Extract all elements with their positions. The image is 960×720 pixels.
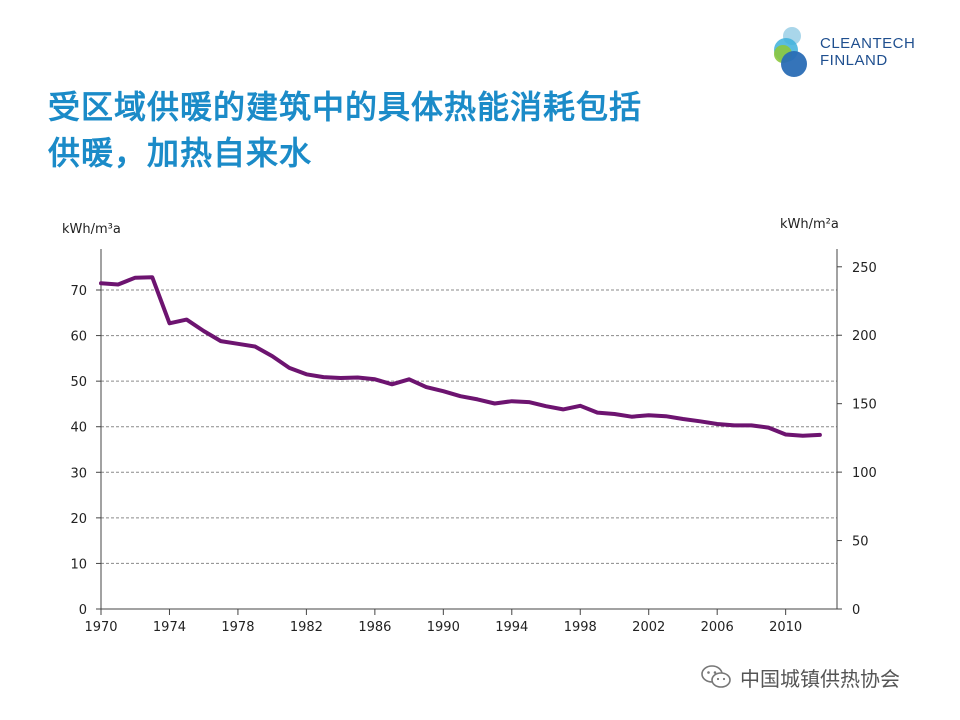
x-tick-1990: 1990 [427, 620, 460, 635]
y-right-tick-150: 150 [852, 398, 877, 413]
watermark-text: 中国城镇供热协会 [740, 666, 900, 691]
y-left-tick-20: 20 [70, 512, 87, 527]
y-right-tick-250: 250 [852, 261, 877, 276]
x-tick-1982: 1982 [290, 620, 323, 635]
axes [96, 249, 842, 615]
slide-title-line-2: 供暖，加热自来水 [48, 134, 313, 172]
x-tick-1970: 1970 [84, 620, 117, 635]
y-unit-left: kWh/m³a [62, 222, 121, 237]
slide-title: 受区域供暖的建筑中的具体热能消耗包括 供暖，加热自来水 [48, 84, 642, 176]
cleantech-finland-logo: CLEANTECH FINLAND [770, 26, 940, 82]
x-tick-1998: 1998 [564, 620, 597, 635]
y-right-tick-100: 100 [852, 466, 877, 481]
x-tick-1974: 1974 [153, 620, 186, 635]
y-left-tick-60: 60 [70, 330, 87, 345]
x-tick-2002: 2002 [632, 620, 665, 635]
watermark: 中国城镇供热协会 [700, 662, 900, 692]
logo-text-line-1: CLEANTECH [820, 35, 916, 52]
logo-text: CLEANTECH FINLAND [820, 35, 915, 69]
x-tick-1978: 1978 [221, 620, 254, 635]
series-layer [99, 275, 822, 438]
tick-labels: 0 10 20 30 40 50 60 70 0 50 100 150 200 250 1970 1974 19… [70, 261, 876, 635]
wechat-icon [701, 665, 731, 688]
x-tick-1986: 1986 [358, 620, 391, 635]
logo-circles-icon [774, 27, 807, 77]
x-tick-2010: 2010 [769, 620, 802, 635]
y-right-tick-200: 200 [852, 329, 877, 344]
logo-text-line-2: FINLAND [820, 52, 888, 69]
y-left-tick-10: 10 [70, 557, 87, 572]
y-right-tick-0: 0 [852, 603, 860, 618]
grid-lines [101, 289, 837, 564]
slide-title-line-1: 受区域供暖的建筑中的具体热能消耗包括 [48, 88, 643, 126]
series-line-0 [99, 275, 822, 438]
x-tick-1994: 1994 [495, 620, 528, 635]
y-left-tick-70: 70 [70, 284, 87, 299]
y-left-tick-40: 40 [70, 421, 87, 436]
y-right-tick-50: 50 [852, 535, 869, 550]
y-left-tick-0: 0 [79, 603, 87, 618]
x-tick-2006: 2006 [701, 620, 734, 635]
y-left-tick-30: 30 [70, 466, 87, 481]
y-unit-right: kWh/m²a [780, 217, 839, 232]
y-left-tick-50: 50 [70, 375, 87, 390]
